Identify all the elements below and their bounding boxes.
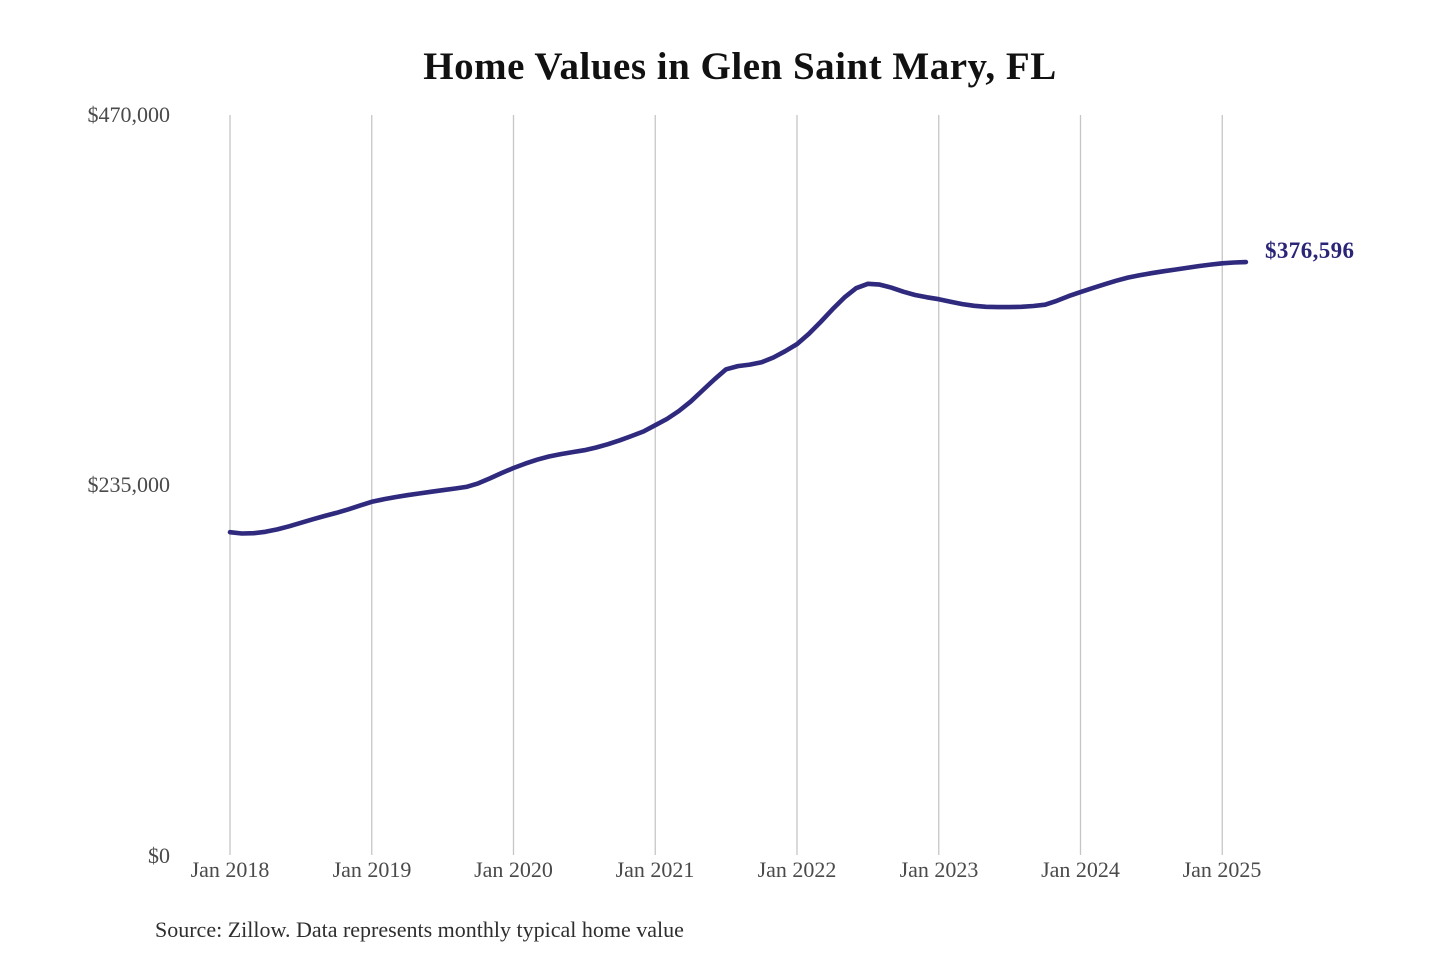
- x-axis-label-jan-2025: Jan 2025: [1182, 857, 1262, 882]
- x-axis-label-jan-2019: Jan 2019: [332, 857, 412, 882]
- latest-value-label: $376,596: [1265, 238, 1355, 263]
- x-axis-label-jan-2023: Jan 2023: [899, 857, 979, 882]
- home-value-line-series: [227, 259, 1249, 536]
- chart-title: Home Values in Glen Saint Mary, FL: [423, 45, 1057, 88]
- x-axis-label-jan-2024: Jan 2024: [1041, 857, 1120, 882]
- source-note: Source: Zillow. Data represents monthly …: [155, 917, 684, 942]
- x-axis-label-jan-2021: Jan 2021: [615, 857, 695, 882]
- x-axis-label-jan-2022: Jan 2022: [757, 857, 837, 882]
- y-axis-label-0: $0: [148, 843, 170, 868]
- x-axis-label-jan-2018: Jan 2018: [190, 857, 270, 882]
- y-axis-label-235000: $235,000: [87, 472, 171, 497]
- y-axis-label-470000: $470,000: [87, 102, 171, 127]
- x-axis-label-jan-2020: Jan 2020: [474, 857, 553, 882]
